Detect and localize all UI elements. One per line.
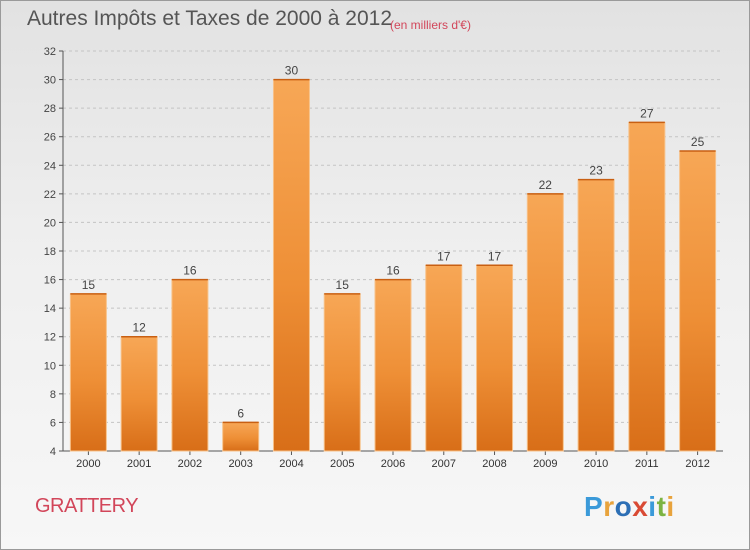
y-tick-label: 16 bbox=[44, 275, 56, 287]
y-tick-label: 18 bbox=[44, 246, 56, 258]
logo-letter: t bbox=[656, 491, 667, 522]
x-tick-label: 2012 bbox=[685, 458, 709, 470]
data-label: 16 bbox=[183, 264, 197, 278]
bar bbox=[577, 179, 615, 452]
data-label: 17 bbox=[437, 249, 451, 263]
y-tick-label: 28 bbox=[44, 103, 56, 115]
bar bbox=[272, 79, 310, 452]
bar bbox=[323, 293, 361, 452]
bar bbox=[222, 421, 260, 452]
x-tick-label: 2008 bbox=[482, 458, 506, 470]
y-tick-label: 30 bbox=[44, 75, 56, 87]
logo-letter: x bbox=[632, 491, 649, 522]
y-tick-label: 20 bbox=[44, 217, 56, 229]
x-tick-label: 2003 bbox=[228, 458, 252, 470]
y-tick-label: 22 bbox=[44, 189, 56, 201]
y-tick-label: 32 bbox=[44, 46, 56, 58]
y-tick-label: 6 bbox=[50, 417, 56, 429]
commune-name: GRATTERY bbox=[35, 495, 139, 517]
data-label: 30 bbox=[285, 64, 299, 78]
data-label: 12 bbox=[132, 321, 146, 335]
bar bbox=[679, 150, 717, 452]
x-tick-label: 2000 bbox=[76, 458, 100, 470]
data-label: 17 bbox=[488, 249, 502, 263]
logo-letter: i bbox=[648, 491, 657, 522]
x-tick-label: 2006 bbox=[381, 458, 405, 470]
x-tick-label: 2004 bbox=[279, 458, 303, 470]
data-label: 27 bbox=[640, 106, 654, 120]
data-label: 22 bbox=[539, 178, 553, 192]
bar bbox=[476, 264, 514, 452]
chart-title: Autres Impôts et Taxes de 2000 à 2012 bbox=[27, 7, 393, 30]
labels: 15 2000 12 2001 16 2002 6 2003 30 2004 15 2005 16 200… bbox=[76, 64, 710, 470]
bars bbox=[69, 78, 717, 452]
x-tick-label: 2005 bbox=[330, 458, 354, 470]
x-tick-label: 2001 bbox=[127, 458, 151, 470]
logo-letter: o bbox=[614, 491, 633, 522]
bar bbox=[69, 293, 107, 452]
data-label: 16 bbox=[386, 264, 400, 278]
data-label: 15 bbox=[82, 278, 96, 292]
y-tick-label: 4 bbox=[50, 446, 56, 458]
x-tick-label: 2011 bbox=[635, 458, 659, 470]
data-label: 23 bbox=[589, 164, 603, 178]
bar bbox=[628, 121, 666, 452]
data-label: 15 bbox=[336, 278, 350, 292]
logo-letter: i bbox=[666, 491, 675, 522]
logo-letter: P bbox=[584, 491, 604, 522]
y-tick-label: 10 bbox=[44, 360, 56, 372]
bar bbox=[171, 279, 209, 452]
x-tick-label: 2002 bbox=[178, 458, 202, 470]
x-tick-label: 2007 bbox=[432, 458, 456, 470]
y-tick-label: 26 bbox=[44, 132, 56, 144]
bar bbox=[120, 336, 158, 452]
bar bbox=[526, 193, 564, 452]
y-tick-label: 14 bbox=[44, 303, 56, 315]
bar bbox=[425, 264, 463, 452]
x-tick-label: 2009 bbox=[533, 458, 557, 470]
data-label: 6 bbox=[237, 406, 244, 420]
y-tick-label: 8 bbox=[50, 389, 56, 401]
x-tick-label: 2010 bbox=[584, 458, 608, 470]
data-label: 25 bbox=[691, 135, 705, 149]
chart-subtitle: (en milliers d'€) bbox=[390, 18, 471, 32]
y-tick-label: 12 bbox=[44, 332, 56, 344]
y-tick-label: 24 bbox=[44, 160, 56, 172]
bar bbox=[374, 279, 412, 452]
proxiti-logo: Proxiti bbox=[584, 491, 675, 523]
logo-letter: r bbox=[603, 491, 615, 522]
